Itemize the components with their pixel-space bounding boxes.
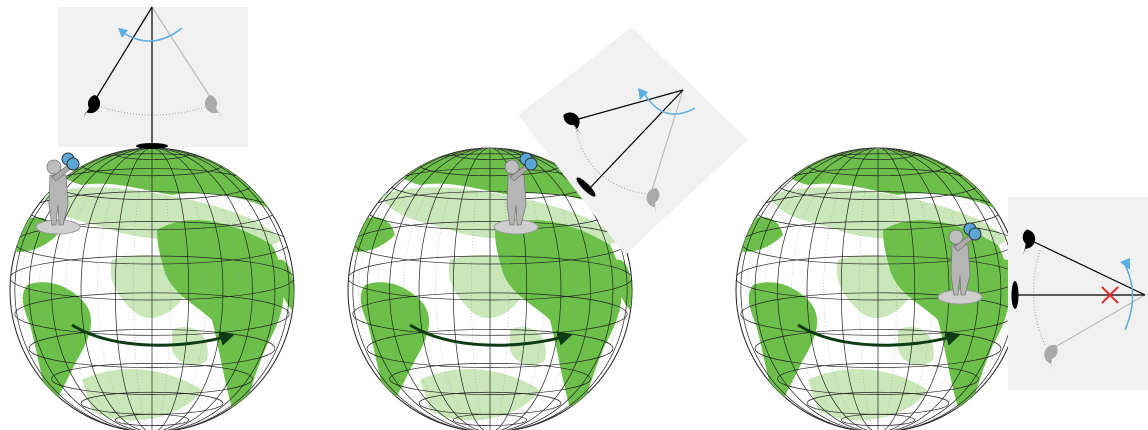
globe — [736, 148, 1020, 430]
pendulum-panel — [1008, 197, 1148, 390]
pendulum — [83, 6, 222, 149]
pendulum — [559, 88, 696, 215]
pendulum — [1011, 227, 1146, 371]
pendulum-panel — [58, 7, 248, 147]
pendulum-panel — [518, 27, 748, 255]
